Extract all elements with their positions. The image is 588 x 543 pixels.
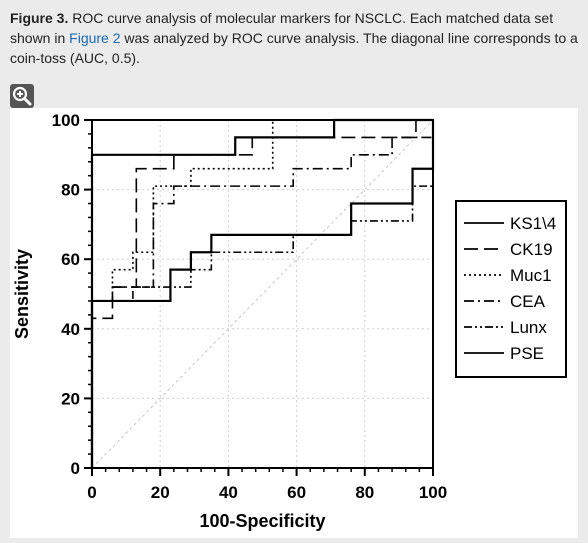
y-tick-label: 0 (71, 459, 80, 478)
series-line-lunx (91, 120, 434, 468)
legend-label: Muc1 (510, 266, 552, 285)
y-axis: 0 20 40 60 80 100 (52, 111, 92, 478)
figure-2-link[interactable]: Figure 2 (69, 30, 121, 46)
y-tick-label: 80 (61, 181, 80, 200)
series-line-cea (91, 136, 433, 468)
reference-diagonal (91, 119, 434, 469)
y-tick-label: 40 (61, 320, 80, 339)
zoom-in-icon (12, 86, 32, 106)
figure-caption: Figure 3. ROC curve analysis of molecula… (10, 8, 578, 68)
legend-box (455, 200, 567, 378)
roc-figure: 0 20 40 60 80 100 0 20 40 60 80 100 100-Specificit… (10, 108, 578, 538)
roc-chart: 0 20 40 60 80 100 0 20 40 60 80 100 100-Specificit… (12, 111, 567, 531)
x-tick-label: 40 (219, 483, 238, 502)
caption-text-1: ROC curve analysis of molecular markers … (10, 10, 554, 46)
legend: KS1\4 CK19 Muc1 CEA Lunx PSE (464, 214, 556, 363)
x-tick-label: 100 (419, 483, 447, 502)
x-tick-label: 60 (287, 483, 306, 502)
series-line-ck19 (91, 119, 433, 468)
legend-label: Lunx (510, 318, 547, 337)
x-axis: 0 20 40 60 80 100 (87, 468, 447, 502)
zoom-button[interactable] (10, 84, 34, 108)
legend-label: CEA (510, 292, 546, 311)
y-tick-label: 20 (61, 389, 80, 408)
legend-label: KS1\4 (510, 214, 556, 233)
series-line-pse (90, 120, 435, 468)
figure-label: Figure 3. (10, 10, 69, 26)
y-axis-label: Sensitivity (12, 249, 32, 339)
y-tick-label: 60 (61, 250, 80, 269)
y-tick-label: 100 (52, 111, 80, 130)
legend-label: CK19 (510, 240, 553, 259)
caption-text-2: was analyzed by ROC curve analysis. The … (10, 30, 578, 66)
series-line-muc1 (91, 119, 433, 468)
x-tick-label: 20 (151, 483, 170, 502)
x-tick-label: 80 (355, 483, 374, 502)
plot-frame (91, 119, 434, 469)
x-axis-label: 100-Specificity (199, 511, 325, 531)
x-tick-label: 0 (87, 483, 96, 502)
legend-label: PSE (510, 344, 544, 363)
